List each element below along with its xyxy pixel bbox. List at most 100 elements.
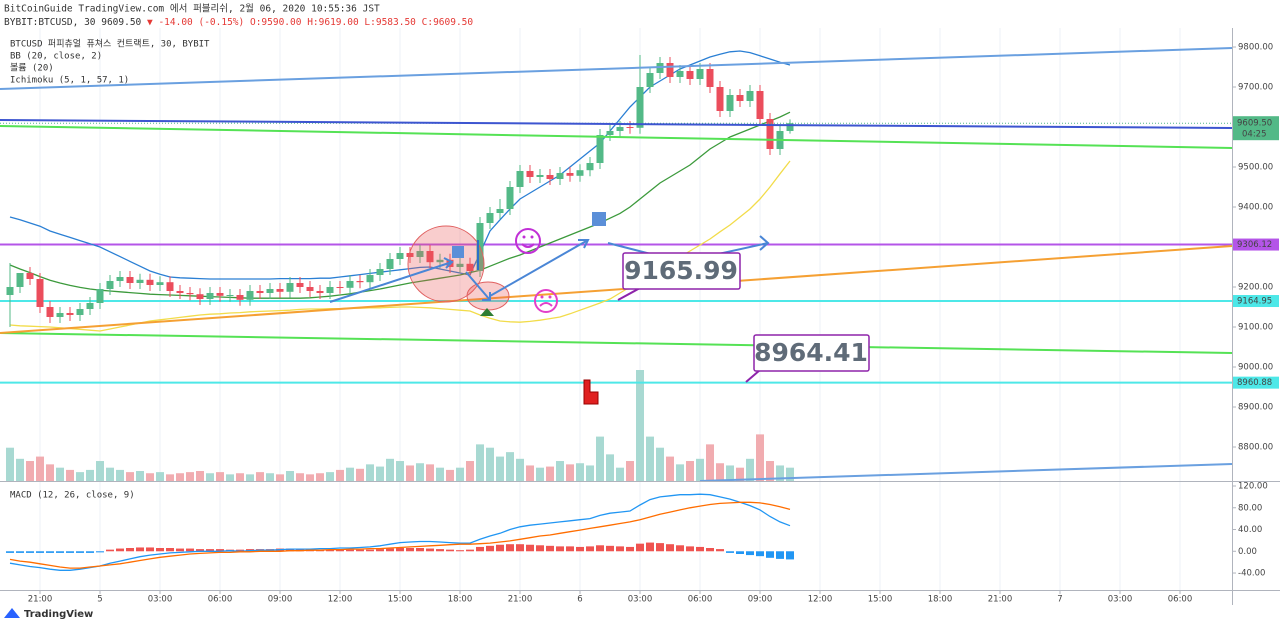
y-tick-label: 120.00 bbox=[1238, 482, 1268, 492]
candle-body bbox=[36, 279, 44, 307]
price-label: 9164.95 bbox=[1237, 297, 1272, 307]
volume-bar bbox=[446, 469, 454, 481]
histogram-bar bbox=[386, 548, 394, 552]
candle-body bbox=[276, 289, 284, 292]
candle-body bbox=[76, 309, 84, 315]
x-tick-label: 15:00 bbox=[388, 595, 413, 605]
candle-body bbox=[246, 291, 254, 300]
x-tick-label: 7 bbox=[1057, 595, 1062, 605]
candle-body bbox=[716, 87, 724, 111]
histogram-bar bbox=[756, 551, 764, 557]
histogram-bar bbox=[696, 546, 704, 552]
volume-bar bbox=[26, 461, 34, 481]
histogram-bar bbox=[566, 546, 574, 552]
candle-body bbox=[706, 69, 714, 87]
volume-bar bbox=[126, 472, 134, 481]
y-tick-label: 40.00 bbox=[1238, 525, 1262, 535]
candle-body bbox=[126, 277, 134, 283]
y-tick-label: 9200.00 bbox=[1238, 283, 1273, 293]
candle-body bbox=[416, 251, 424, 257]
volume-bar bbox=[266, 473, 274, 481]
volume-bar bbox=[546, 466, 554, 481]
volume-bar bbox=[96, 461, 104, 481]
histogram-bar bbox=[16, 551, 24, 553]
callout-box bbox=[753, 334, 870, 372]
candle-body bbox=[366, 275, 374, 283]
volume-bar bbox=[296, 473, 304, 481]
histogram-bar bbox=[196, 549, 204, 552]
candle-body bbox=[736, 95, 744, 101]
candle-body bbox=[536, 175, 544, 177]
volume-bar bbox=[686, 461, 694, 481]
marker bbox=[480, 308, 494, 316]
candle-body bbox=[46, 307, 54, 317]
marker bbox=[452, 246, 464, 258]
candle-body bbox=[226, 295, 234, 296]
candle-body bbox=[196, 294, 204, 299]
candle-body bbox=[56, 313, 64, 317]
macd-title: MACD (12, 26, close, 9) bbox=[10, 491, 135, 501]
volume-bar bbox=[616, 467, 624, 481]
candle-body bbox=[646, 73, 654, 87]
histogram-bar bbox=[36, 551, 44, 553]
volume-bar bbox=[206, 473, 214, 481]
histogram-bar bbox=[6, 551, 14, 553]
histogram-bar bbox=[156, 548, 164, 552]
candle-body bbox=[456, 263, 464, 267]
highlight-circle bbox=[466, 281, 510, 311]
candle-body bbox=[506, 187, 514, 209]
volume-bar bbox=[666, 456, 674, 481]
price-label: 8960.88 bbox=[1237, 378, 1272, 388]
candle-body bbox=[106, 281, 114, 289]
arrow bbox=[329, 257, 454, 303]
indicator-line bbox=[9, 111, 791, 299]
candle-body bbox=[356, 281, 364, 283]
sad-face bbox=[540, 295, 544, 299]
annotation: 9165.99 bbox=[624, 256, 738, 285]
histogram-bar bbox=[776, 551, 784, 559]
volume-bar bbox=[196, 471, 204, 481]
histogram-bar bbox=[56, 551, 64, 553]
candle-body bbox=[566, 173, 574, 176]
indicator-line bbox=[9, 501, 791, 569]
volume-bar bbox=[176, 473, 184, 481]
volume-bar bbox=[326, 472, 334, 481]
trend-line bbox=[0, 125, 1233, 149]
volume-bar bbox=[646, 436, 654, 481]
volume-bar bbox=[696, 458, 704, 481]
histogram-bar bbox=[466, 549, 474, 552]
indicator-line bbox=[9, 493, 791, 571]
histogram-bar bbox=[76, 551, 84, 553]
volume-bar bbox=[426, 464, 434, 481]
candle-body bbox=[746, 91, 754, 101]
candle-body bbox=[526, 171, 534, 177]
y-tick-label: 9500.00 bbox=[1238, 163, 1273, 173]
candle-body bbox=[336, 287, 344, 288]
countdown: 04:25 bbox=[1242, 130, 1267, 140]
histogram-bar bbox=[416, 548, 424, 552]
volume-bar bbox=[496, 456, 504, 481]
histogram-bar bbox=[146, 547, 154, 552]
candle-body bbox=[666, 63, 674, 77]
trend-line bbox=[699, 463, 1233, 482]
brand: TradingView bbox=[24, 609, 93, 620]
histogram-bar bbox=[506, 544, 514, 552]
candle-body bbox=[86, 303, 94, 309]
histogram-bar bbox=[46, 551, 54, 553]
volume-bar bbox=[236, 473, 244, 481]
volume-bar bbox=[136, 471, 144, 481]
x-tick-label: 03:00 bbox=[1108, 595, 1133, 605]
histogram-bar bbox=[236, 549, 244, 552]
trend-line bbox=[0, 245, 1233, 334]
histogram-bar bbox=[86, 551, 94, 553]
volume-bar bbox=[516, 458, 524, 481]
candle-body bbox=[606, 131, 614, 135]
candle-body bbox=[726, 95, 734, 111]
candle-body bbox=[66, 313, 74, 315]
x-tick-label: 09:00 bbox=[268, 595, 293, 605]
histogram-bar bbox=[766, 551, 774, 558]
histogram-bar bbox=[636, 543, 644, 552]
candle-body bbox=[626, 127, 634, 128]
histogram-bar bbox=[656, 543, 664, 552]
smiley bbox=[530, 235, 534, 239]
